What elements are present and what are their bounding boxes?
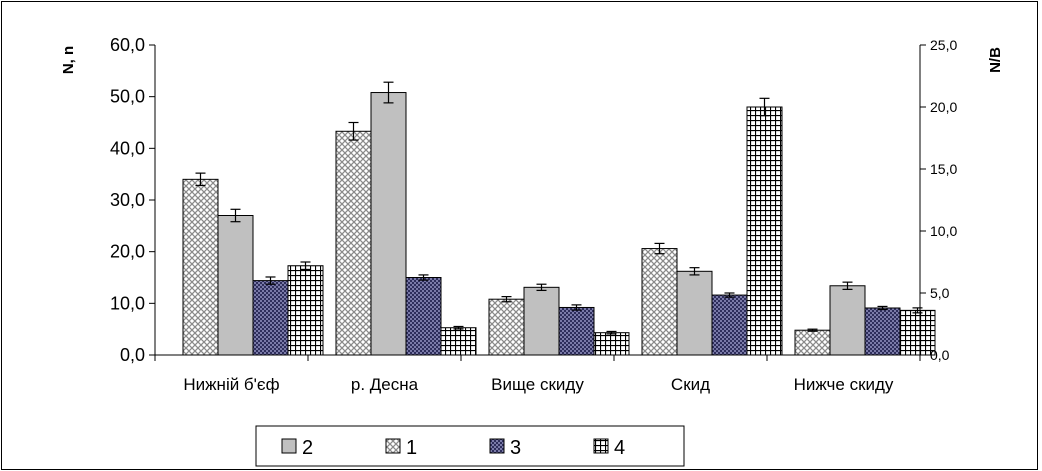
bar-series-3 <box>864 307 901 356</box>
x-tick-label: Нижче скиду <box>794 375 894 394</box>
legend-swatch-3 <box>489 438 505 454</box>
y-tick-label-left: 40,0 <box>110 138 145 158</box>
axes-layer: 0,0 10,0 20,0 30,0 40,0 50,0 60,0 0,0 5,0 10,0 15,… <box>110 35 958 394</box>
legend-label-2: 2 <box>302 437 313 459</box>
legend-items: 2 1 3 4 <box>281 437 625 459</box>
bar-series-1 <box>182 178 219 356</box>
bar-series-3 <box>711 294 748 356</box>
y-tick-label-right: 10,0 <box>930 223 957 239</box>
x-tick-label: Скид <box>671 375 710 394</box>
legend: 2 1 3 4 <box>255 425 685 467</box>
y-tick-label-left: 60,0 <box>110 35 145 55</box>
y-tick-label-right: 5,0 <box>930 285 950 301</box>
y-axis-right-label: N/B <box>987 47 1004 73</box>
y-tick-label-right: 0,0 <box>930 347 950 363</box>
bar-series-3 <box>405 277 442 356</box>
y-axis-left-label: N, n <box>60 46 77 74</box>
legend-swatch-1 <box>385 438 401 454</box>
y-tick-label-left: 0,0 <box>120 345 145 365</box>
legend-label-1: 1 <box>406 437 417 459</box>
bar-series-4 <box>440 327 477 356</box>
y-tick-label-left: 20,0 <box>110 242 145 262</box>
legend-swatch-4 <box>593 438 609 454</box>
legend-swatch-2 <box>281 438 297 454</box>
bar-series-3 <box>558 306 595 356</box>
legend-box <box>255 425 685 467</box>
bar-series-2 <box>829 285 866 356</box>
bar-series-4 <box>746 106 783 356</box>
bar-series-3 <box>252 280 289 356</box>
bar-series-4 <box>287 265 324 356</box>
y-tick-label-right: 15,0 <box>930 161 957 177</box>
y-tick-label-right: 25,0 <box>930 37 957 53</box>
bar-series-1 <box>794 329 831 356</box>
bar-series-4 <box>593 332 630 356</box>
bar-series-1 <box>335 130 372 356</box>
y-tick-label-left: 50,0 <box>110 87 145 107</box>
y-tick-label-right: 20,0 <box>930 99 957 115</box>
legend-label-4: 4 <box>614 437 625 459</box>
bar-series-2 <box>523 286 560 356</box>
bar-series-2 <box>370 92 407 356</box>
bar-series-1 <box>641 248 678 356</box>
x-tick-label: Нижній б'єф <box>183 375 279 394</box>
bar-series-2 <box>217 215 254 356</box>
x-tick-label: р. Десна <box>351 375 419 394</box>
legend-label-3: 3 <box>510 437 521 459</box>
bar-series-2 <box>676 270 713 356</box>
y-tick-label-left: 30,0 <box>110 190 145 210</box>
x-tick-label: Вище скиду <box>491 375 584 394</box>
bar-series-1 <box>488 298 525 356</box>
y-tick-label-left: 10,0 <box>110 293 145 313</box>
bars-layer <box>182 81 936 356</box>
